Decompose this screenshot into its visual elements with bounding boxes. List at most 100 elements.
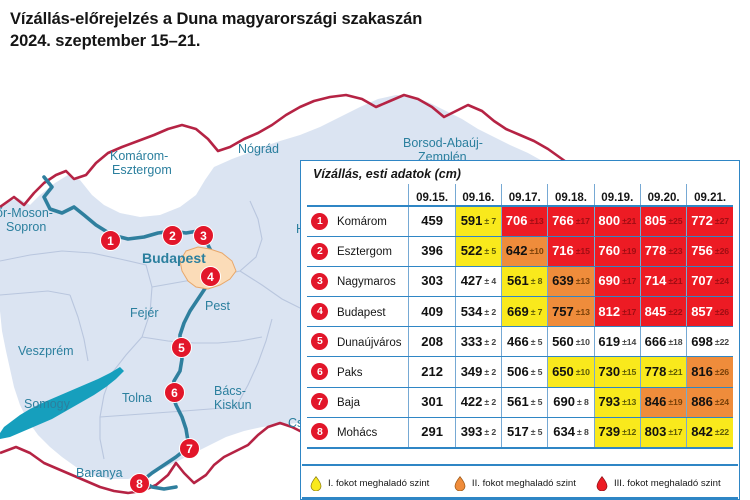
water-level-value: 714 [644, 273, 667, 289]
water-level-error: ±14 [622, 336, 637, 347]
water-level-cell: 333 ± 2 [454, 326, 502, 358]
station-name-cell: Budapest [332, 296, 409, 328]
water-level-value: 812 [598, 303, 621, 319]
header-col-6: 09.21. [686, 184, 734, 207]
county-label-baranya: Baranya [76, 466, 123, 480]
water-level-value: 642 [505, 243, 528, 259]
water-level-error: ± 8 [576, 397, 589, 408]
water-level-cell: 639 ±13 [547, 266, 595, 298]
water-level-cell: 857 ±26 [686, 296, 734, 328]
water-level-cell: 716 ±15 [547, 236, 595, 267]
map-marker-4[interactable]: 4 [200, 266, 221, 287]
legend: I. fokot meghaladó szint II. fokot megha… [302, 464, 738, 500]
water-level-value: 212 [421, 364, 443, 380]
station-name-cell: Esztergom [332, 236, 409, 267]
water-level-value: 800 [598, 213, 621, 229]
water-level-error: ±17 [575, 216, 590, 227]
water-level-error: ±25 [668, 216, 683, 227]
title-line-2: 2024. szeptember 15–21. [10, 32, 201, 51]
water-level-error: ±26 [714, 306, 730, 317]
water-level-value: 208 [421, 333, 443, 349]
county-label-pest: Pest [205, 299, 231, 313]
national-border-red [0, 93, 617, 209]
table-row: 7 Baja 301 422 ± 2 561 ± 5 690 ± 8 793 ±13 846 ±19 88… [306, 387, 734, 418]
water-level-error: ±13 [575, 276, 590, 287]
station-name-cell: Paks [332, 356, 409, 388]
water-level-error: ±22 [714, 336, 730, 347]
water-level-error: ± 5 [530, 397, 543, 408]
water-level-value: 393 [460, 424, 483, 440]
map-marker-1[interactable]: 1 [100, 230, 121, 251]
water-level-error: ±19 [668, 397, 683, 408]
water-level-value: 816 [691, 364, 713, 380]
table-row: 5 Dunaújváros 208 333 ± 2 466 ± 5 560 ±10 619 ±14 6… [306, 326, 734, 358]
map-marker-6[interactable]: 6 [164, 382, 185, 403]
water-level-cell: 707 ±24 [686, 266, 734, 298]
water-level-cell: 714 ±21 [639, 266, 687, 298]
station-number-badge: 2 [311, 242, 329, 260]
page-title: Vízállás-előrejelzés a Duna magyarország… [10, 8, 570, 53]
water-level-cell: 800 ±21 [593, 206, 641, 237]
water-level-cell: 842 ±22 [686, 417, 734, 449]
map-marker-8[interactable]: 8 [129, 473, 150, 494]
water-level-cell: 845 ±22 [639, 296, 687, 328]
water-level-cell: 756 ±26 [686, 236, 734, 267]
table-row: 2 Esztergom 396 522 ± 5 642 ±10 716 ±15 760 ±19 778… [306, 236, 734, 267]
water-drop-icon [310, 475, 322, 491]
map-marker-2[interactable]: 2 [162, 225, 183, 246]
water-level-error: ± 2 [484, 427, 497, 438]
water-level-value: 698 [691, 333, 713, 349]
map-marker-3[interactable]: 3 [193, 225, 214, 246]
water-level-error: ±17 [622, 306, 637, 317]
water-level-value: 534 [460, 303, 483, 319]
water-level-cell: 778 ±23 [639, 236, 687, 267]
water-level-cell: 396 [408, 236, 456, 267]
legend-item-2: II. fokot meghaladó szint [454, 475, 596, 491]
water-level-cell: 208 [408, 326, 456, 358]
station-name-cell: Komárom [332, 206, 409, 237]
water-level-cell: 466 ± 5 [501, 326, 548, 358]
water-level-value: 739 [598, 424, 621, 440]
water-level-cell: 301 [408, 387, 456, 418]
header-col-0: 09.15. [408, 184, 456, 207]
water-level-error: ±10 [529, 246, 544, 257]
water-level-cell: 393 ± 2 [454, 417, 502, 449]
water-level-cell: 803 ±17 [639, 417, 687, 449]
water-level-value: 560 [552, 333, 574, 349]
map-marker-7[interactable]: 7 [179, 438, 200, 459]
water-level-cell: 349 ± 2 [454, 356, 502, 388]
station-index-cell: 1 [306, 206, 333, 237]
water-level-value: 706 [505, 213, 528, 229]
water-level-table: 09.15. 09.16. 09.17. 09.18. 09.19. 09.20… [306, 184, 734, 449]
water-level-error: ±13 [622, 397, 637, 408]
water-level-value: 845 [644, 303, 667, 319]
water-level-cell: 422 ± 2 [454, 387, 502, 418]
water-level-cell: 766 ±17 [547, 206, 595, 237]
station-name: Baja [336, 397, 360, 410]
station-number-badge: 3 [311, 272, 329, 290]
station-number-badge: 7 [311, 393, 329, 411]
water-level-value: 301 [421, 394, 443, 410]
water-drop-icon [596, 475, 608, 491]
table-row: 8 Mohács 291 393 ± 2 517 ± 5 634 ± 8 739 ±12 803 ±17… [306, 417, 734, 449]
water-level-cell: 409 [408, 296, 456, 328]
map-marker-5[interactable]: 5 [171, 337, 192, 358]
water-level-cell: 591 ± 7 [454, 206, 502, 237]
city-label-budapest: Budapest [142, 250, 206, 266]
water-level-value: 716 [552, 243, 574, 259]
water-level-value: 517 [506, 424, 529, 440]
water-level-cell: 669 ± 7 [501, 296, 548, 328]
water-level-value: 427 [460, 273, 483, 289]
station-index-cell: 4 [306, 296, 333, 328]
water-level-cell: 560 ±10 [547, 326, 595, 358]
water-level-error: ±24 [714, 276, 730, 287]
water-level-error: ±26 [714, 246, 730, 257]
station-name: Paks [336, 367, 363, 380]
header-col-1: 09.16. [454, 184, 502, 207]
table-row: 1 Komárom 459 591 ± 7 706 ±13 766 ±17 800 ±21 805 ±2… [306, 206, 734, 237]
water-level-error: ±10 [575, 336, 590, 347]
water-level-cell: 303 [408, 266, 456, 298]
water-level-error: ± 5 [530, 367, 543, 378]
station-number-badge: 6 [311, 363, 329, 381]
water-level-value: 349 [460, 364, 483, 380]
